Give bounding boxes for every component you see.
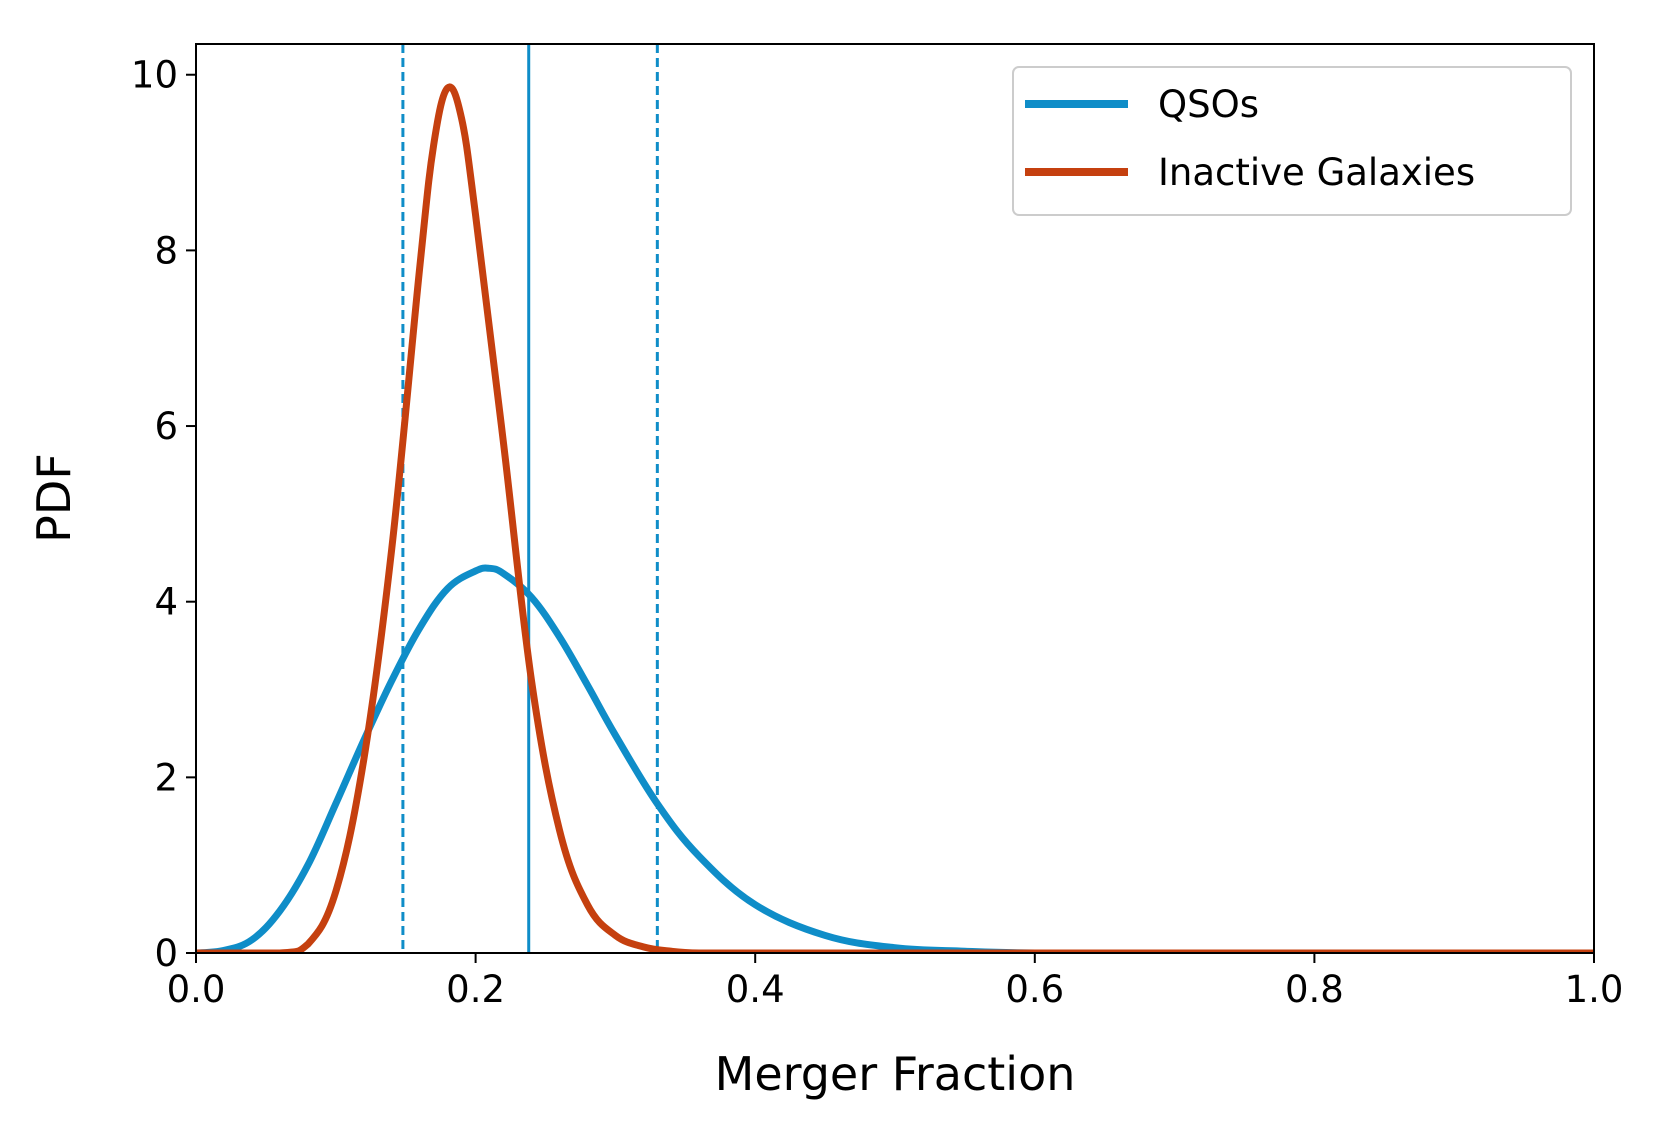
series-line-qsos [196, 564, 1594, 953]
y-tick-label: 8 [154, 229, 178, 272]
legend: QSOs Inactive Galaxies [1012, 66, 1572, 216]
x-axis-label: Merger Fraction [715, 1047, 1076, 1101]
x-axis: 0.0 0.2 0.4 0.6 0.8 1.0 [167, 953, 1624, 1011]
y-axis: 0 2 4 6 8 10 [131, 54, 196, 975]
series-layer [196, 83, 1594, 953]
y-tick-label: 6 [154, 405, 178, 448]
series-line-inactive-galaxies [196, 83, 1594, 953]
legend-label-qsos: QSOs [1158, 83, 1259, 126]
y-tick-label: 0 [154, 932, 178, 975]
plot-frame [195, 43, 1595, 954]
x-tick-label: 1.0 [1565, 968, 1624, 1011]
y-tick-label: 4 [154, 581, 178, 624]
legend-box [1012, 66, 1572, 216]
x-tick-label: 0.0 [167, 968, 226, 1011]
y-tick-label: 10 [131, 54, 178, 97]
x-tick-label: 0.2 [446, 968, 505, 1011]
x-tick-label: 0.4 [726, 968, 785, 1011]
x-tick-label: 0.8 [1285, 968, 1344, 1011]
y-axis-label: PDF [27, 453, 81, 543]
reference-lines [401, 44, 659, 953]
y-tick-label: 2 [154, 756, 178, 799]
x-tick-label: 0.6 [1005, 968, 1064, 1011]
legend-label-inactive-galaxies: Inactive Galaxies [1158, 151, 1475, 194]
